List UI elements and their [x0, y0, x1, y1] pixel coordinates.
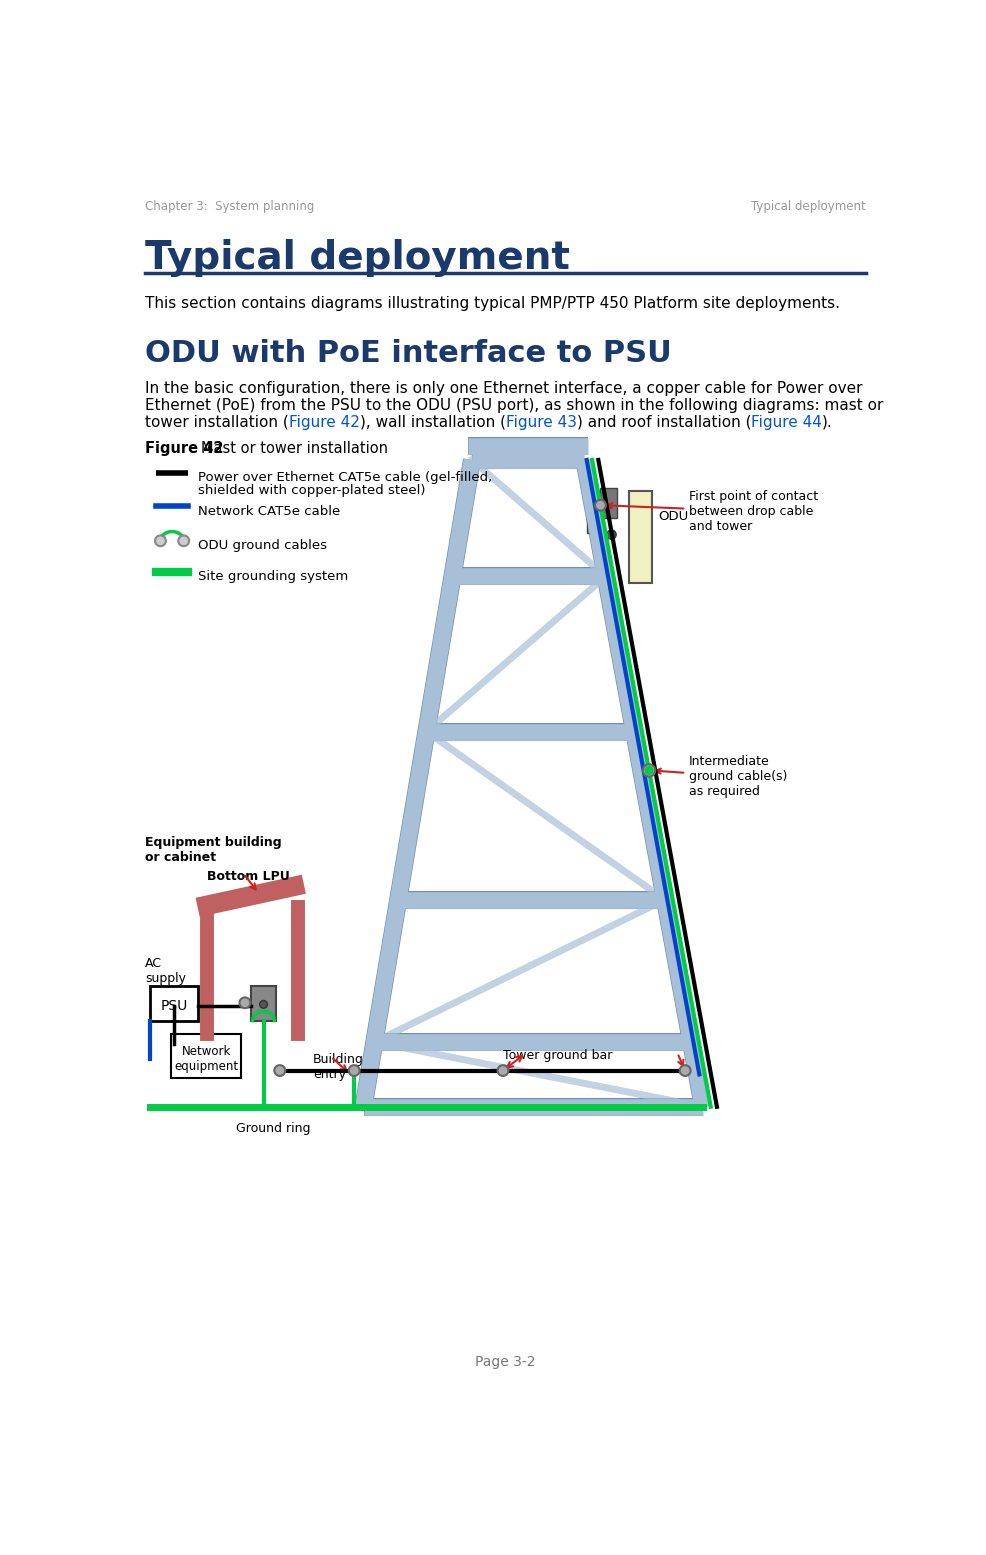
- Circle shape: [645, 767, 653, 774]
- Text: Equipment building
or cabinet: Equipment building or cabinet: [145, 835, 282, 863]
- Bar: [151, 986, 198, 1020]
- Text: This section contains diagrams illustrating typical PMP/PTP 450 Platform site de: This section contains diagrams illustrat…: [145, 295, 840, 311]
- Text: Site grounding system: Site grounding system: [198, 571, 349, 583]
- Circle shape: [643, 764, 656, 776]
- Bar: [172, 1034, 241, 1078]
- Circle shape: [349, 1065, 360, 1076]
- Bar: [599, 488, 617, 518]
- Text: PSU: PSU: [161, 998, 188, 1012]
- Text: Page 3-2: Page 3-2: [475, 1356, 535, 1370]
- Circle shape: [155, 535, 166, 546]
- Bar: [628, 491, 652, 583]
- Text: ), wall installation (: ), wall installation (: [360, 415, 506, 429]
- Text: Figure 44: Figure 44: [751, 415, 822, 429]
- Circle shape: [240, 997, 250, 1008]
- Bar: [251, 986, 276, 1020]
- Bar: [587, 499, 602, 533]
- Text: Typical deployment: Typical deployment: [145, 239, 570, 277]
- Text: ODU: ODU: [658, 510, 688, 522]
- Text: ).: ).: [822, 415, 833, 429]
- Text: shielded with copper-plated steel): shielded with copper-plated steel): [198, 484, 426, 496]
- Text: Mast or tower installation: Mast or tower installation: [201, 440, 387, 456]
- Text: Bottom LPU: Bottom LPU: [207, 871, 290, 883]
- Circle shape: [259, 1000, 267, 1008]
- Text: AC
supply: AC supply: [145, 956, 186, 984]
- Text: Ground ring: Ground ring: [236, 1123, 311, 1135]
- Text: Network CAT5e cable: Network CAT5e cable: [198, 505, 341, 518]
- Text: In the basic configuration, there is only one Ethernet interface, a copper cable: In the basic configuration, there is onl…: [145, 381, 863, 395]
- Text: Network
equipment: Network equipment: [175, 1045, 239, 1073]
- Circle shape: [498, 1065, 509, 1076]
- Text: ODU ground cables: ODU ground cables: [198, 540, 327, 552]
- Text: ) and roof installation (: ) and roof installation (: [577, 415, 751, 429]
- Text: Building
entry: Building entry: [314, 1053, 364, 1081]
- Text: Tower ground bar: Tower ground bar: [503, 1050, 612, 1062]
- Text: First point of contact
between drop cable
and tower: First point of contact between drop cabl…: [607, 490, 818, 533]
- Circle shape: [606, 530, 616, 540]
- Circle shape: [178, 535, 189, 546]
- Text: ODU with PoE interface to PSU: ODU with PoE interface to PSU: [145, 339, 671, 369]
- Text: Ethernet (PoE) from the PSU to the ODU (PSU port), as shown in the following dia: Ethernet (PoE) from the PSU to the ODU (…: [145, 398, 883, 412]
- Text: Figure 43: Figure 43: [506, 415, 577, 429]
- Circle shape: [679, 1065, 690, 1076]
- Text: Power over Ethernet CAT5e cable (gel-filled,: Power over Ethernet CAT5e cable (gel-fil…: [198, 471, 493, 485]
- Text: tower installation (: tower installation (: [145, 415, 289, 429]
- Circle shape: [595, 499, 605, 510]
- Circle shape: [274, 1065, 285, 1076]
- Text: Figure 42: Figure 42: [145, 440, 224, 456]
- Text: Figure 42: Figure 42: [289, 415, 360, 429]
- Text: Typical deployment: Typical deployment: [751, 201, 866, 213]
- Text: Chapter 3:  System planning: Chapter 3: System planning: [145, 201, 315, 213]
- Text: Intermediate
ground cable(s)
as required: Intermediate ground cable(s) as required: [656, 756, 788, 798]
